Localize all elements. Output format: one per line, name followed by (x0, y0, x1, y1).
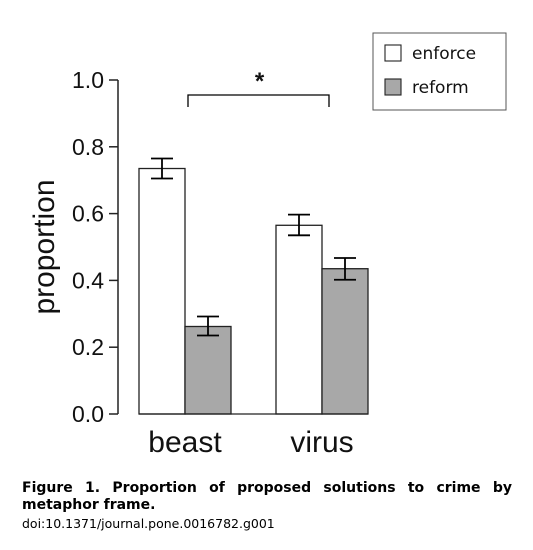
caption-title: Figure 1. Proportion of proposed solutio… (22, 480, 512, 513)
y-tick-label: 0.6 (72, 201, 104, 227)
legend: enforce reform (372, 32, 507, 111)
significance-marker: * (255, 68, 265, 95)
bar-reform-virus (321, 268, 369, 415)
legend-label-enforce: enforce (412, 44, 476, 64)
bar-enforce-virus (275, 224, 323, 415)
bars (138, 167, 369, 415)
caption-doi: doi:10.1371/journal.pone.0016782.g001 (22, 516, 275, 531)
figure-caption: Figure 1. Proportion of proposed solutio… (22, 480, 512, 533)
y-tick-label: 0.4 (72, 267, 104, 293)
legend-swatch-reform (384, 78, 402, 96)
significance-bracket: * (187, 68, 330, 107)
y-axis: 0.0 0.2 0.4 0.6 0.8 1.0 (72, 67, 119, 427)
y-tick-label: 0.8 (72, 134, 104, 160)
y-tick-label: 0.0 (72, 401, 104, 427)
y-tick-label: 1.0 (72, 67, 104, 93)
significance-line (187, 94, 330, 107)
y-axis-label: proportion (28, 179, 61, 314)
x-axis-labels: beast virus (148, 426, 353, 459)
x-tick-label-virus: virus (290, 426, 353, 459)
legend-swatch-enforce (384, 44, 402, 62)
y-tick-label: 0.2 (72, 334, 104, 360)
bar-chart: 0.0 0.2 0.4 0.6 0.8 1.0 beast virus * enforce r… (28, 32, 507, 459)
bar-reform-beast (184, 325, 232, 415)
error-bars (151, 157, 356, 337)
x-tick-label-beast: beast (148, 426, 222, 459)
legend-label-reform: reform (412, 78, 469, 98)
bar-enforce-beast (138, 167, 186, 415)
